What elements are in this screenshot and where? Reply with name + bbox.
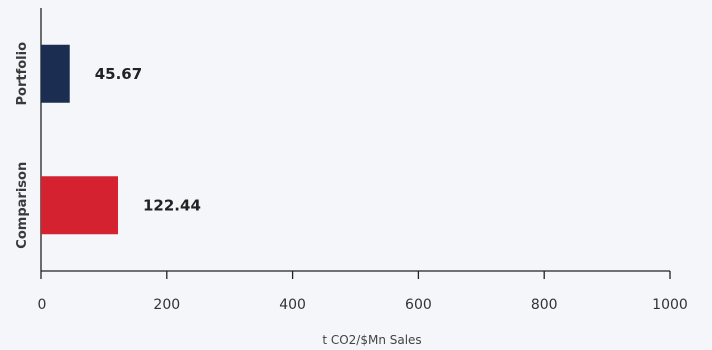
data-label-portfolio: 45.67	[95, 65, 142, 83]
x-tick-label: 600	[405, 297, 432, 313]
y-category-label: Comparison	[15, 162, 30, 249]
bar-portfolio	[41, 44, 70, 103]
data-label-comparison: 122.44	[143, 196, 201, 214]
y-category-label: Portfolio	[15, 42, 30, 106]
bars-group: 45.67 Portfolio 122.44 Comparison	[15, 42, 201, 249]
bar-comparison	[41, 176, 119, 235]
x-axis-ticks: 0 200 400 600 800 1000	[38, 271, 688, 313]
x-tick-label: 800	[531, 297, 558, 313]
x-axis-title: t CO2/$Mn Sales	[322, 333, 421, 347]
x-tick-label: 0	[38, 297, 47, 313]
x-tick-label: 400	[279, 297, 306, 313]
x-tick-label: 1000	[652, 297, 688, 313]
x-tick-label: 200	[153, 297, 180, 313]
